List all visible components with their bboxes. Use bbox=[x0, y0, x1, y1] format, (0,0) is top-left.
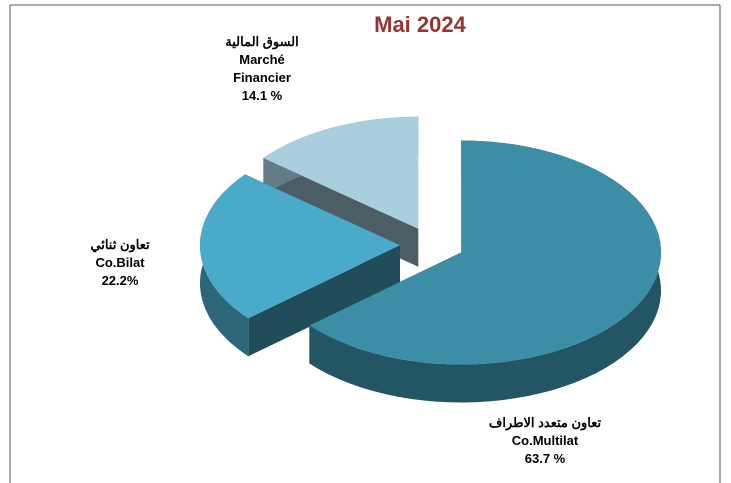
slice-side bbox=[248, 245, 400, 357]
slice-wall bbox=[309, 140, 661, 403]
arabic-label: تعاون متعدد الاطراف bbox=[488, 415, 602, 430]
value-label: 63.7 % bbox=[524, 451, 566, 466]
slice bbox=[200, 174, 400, 319]
category-label: Marché Financier bbox=[233, 52, 291, 85]
slice-label: السوق المالية Marché Financier 14.1 % bbox=[217, 33, 307, 105]
slice bbox=[263, 116, 419, 229]
category-label: Co.Bilat bbox=[95, 255, 145, 270]
slice-label: تعاون متعدد الاطراف Co.Multilat 63.7 % bbox=[470, 414, 620, 468]
slice bbox=[309, 140, 661, 365]
value-label: 22.2% bbox=[101, 273, 139, 288]
chart-title: Mai 2024 bbox=[374, 12, 466, 37]
category-label: Co.Multilat bbox=[511, 433, 579, 448]
arabic-label: تعاون ثنائي bbox=[90, 237, 150, 252]
value-label: 14.1 % bbox=[241, 88, 283, 103]
arabic-label: السوق المالية bbox=[225, 34, 299, 49]
slice-label: تعاون ثنائي Co.Bilat 22.2% bbox=[70, 236, 170, 290]
